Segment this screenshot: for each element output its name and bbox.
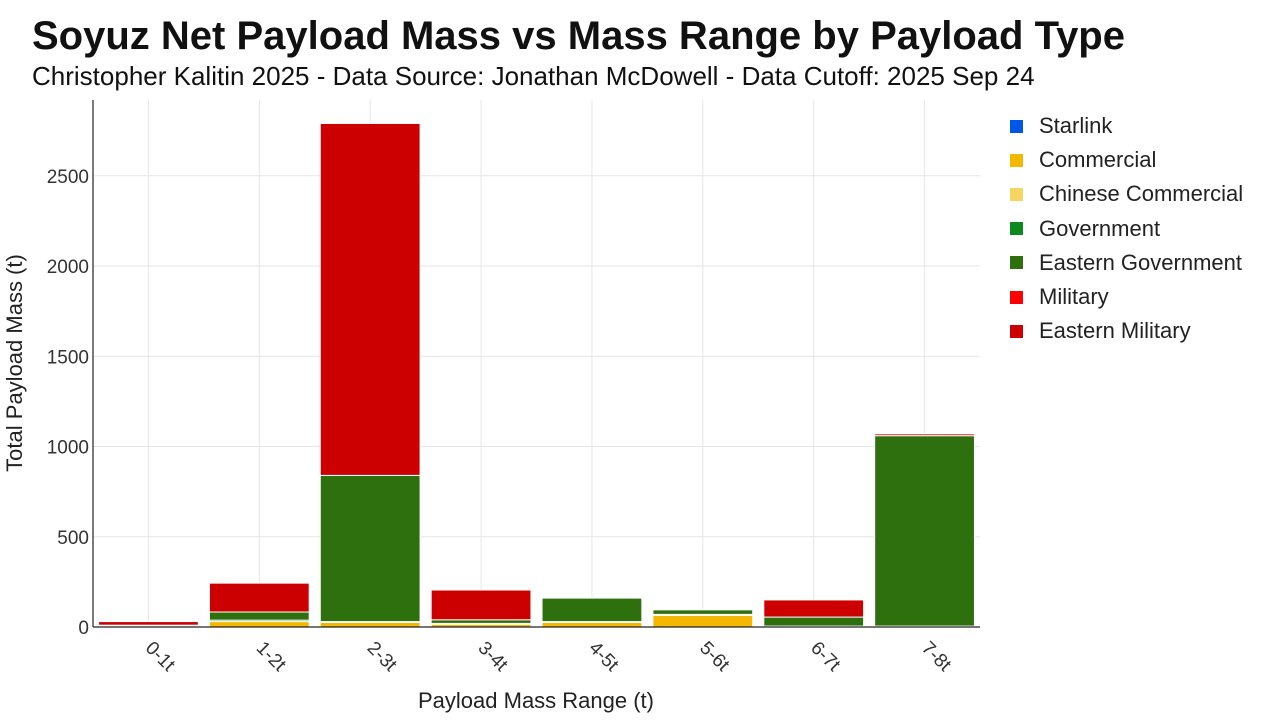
x-tick-label: 7-8t	[917, 638, 956, 677]
legend-label: Commercial	[1039, 147, 1157, 173]
bar-segment[interactable]	[541, 621, 643, 628]
chart-title: Soyuz Net Payload Mass vs Mass Range by …	[32, 14, 1125, 58]
bar-segment[interactable]	[319, 621, 421, 628]
y-tick-label: 1500	[47, 347, 89, 368]
y-tick-label: 500	[57, 528, 89, 549]
x-tick-label: 5-6t	[695, 638, 734, 677]
legend-item[interactable]: Eastern Government	[1010, 246, 1243, 280]
legend-item[interactable]: Eastern Military	[1010, 314, 1243, 348]
x-axis-label: Payload Mass Range (t)	[418, 688, 654, 713]
bar-segment[interactable]	[430, 589, 532, 621]
y-tick-label: 2500	[47, 167, 89, 188]
legend-swatch	[1010, 256, 1023, 270]
legend-label: Chinese Commercial	[1039, 181, 1244, 207]
legend-swatch	[1010, 324, 1023, 338]
bar-segment[interactable]	[763, 599, 865, 618]
bar-segment[interactable]	[874, 433, 975, 437]
legend-swatch	[1010, 153, 1023, 167]
y-tick-label: 2000	[47, 257, 89, 278]
legend-label: Starlink	[1039, 113, 1113, 139]
bar-segment[interactable]	[430, 619, 532, 624]
bar-segment[interactable]	[208, 621, 310, 628]
legend-item[interactable]: Chinese Commercial	[1010, 177, 1243, 211]
legend-item[interactable]: Military	[1010, 280, 1243, 314]
x-tick-label: 1-2t	[252, 638, 291, 677]
bar-segment[interactable]	[652, 609, 754, 615]
x-tick-label: 4-5t	[584, 638, 623, 677]
legend-swatch	[1010, 222, 1023, 236]
y-tick-label: 1000	[47, 438, 89, 459]
chart-subtitle: Christopher Kalitin 2025 - Data Source: …	[32, 61, 1035, 91]
x-tick-label: 2-3t	[363, 638, 402, 677]
legend-item[interactable]: Government	[1010, 212, 1243, 246]
legend-label: Government	[1039, 215, 1161, 241]
bar-segment[interactable]	[208, 582, 310, 613]
bar-segment[interactable]	[541, 597, 643, 623]
legend-swatch	[1010, 187, 1023, 201]
bar-segment[interactable]	[319, 474, 421, 623]
legend-label: Eastern Military	[1039, 318, 1191, 344]
legend-item[interactable]: Starlink	[1010, 109, 1243, 143]
bar-segment[interactable]	[874, 435, 975, 627]
bar-segment[interactable]	[98, 621, 199, 626]
legend: Starlink Commercial Chinese Commercial Gove…	[1010, 109, 1243, 348]
legend-swatch	[1010, 290, 1023, 304]
bar-segment[interactable]	[319, 122, 421, 476]
grid-layer	[93, 100, 980, 627]
legend-label: Eastern Government	[1039, 249, 1242, 275]
legend-item[interactable]: Commercial	[1010, 143, 1243, 177]
bars-layer	[98, 122, 975, 628]
x-tick-label: 0-1t	[141, 638, 180, 677]
legend-label: Military	[1039, 284, 1109, 310]
bar-segment[interactable]	[208, 611, 310, 621]
bar-segment[interactable]	[652, 614, 754, 628]
y-tick-label: 0	[78, 618, 89, 639]
legend-swatch	[1010, 119, 1023, 133]
bar-segment[interactable]	[763, 616, 865, 627]
x-tick-label: 3-4t	[474, 638, 513, 677]
x-tick-label: 6-7t	[806, 638, 845, 677]
y-axis-label: Total Payload Mass (t)	[2, 254, 27, 472]
